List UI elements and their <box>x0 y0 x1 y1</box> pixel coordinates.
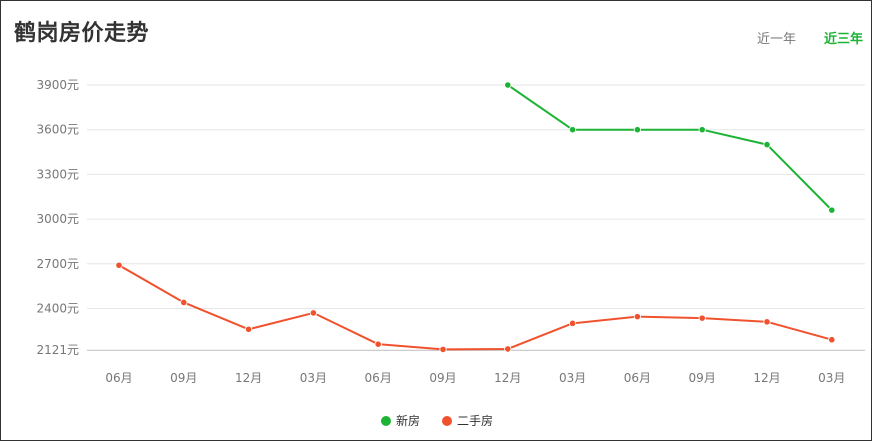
data-point-second <box>633 313 642 321</box>
data-point-second <box>698 314 706 322</box>
data-point-second <box>374 340 382 348</box>
data-point-new <box>763 140 771 149</box>
x-tick-label: 03月 <box>818 371 845 385</box>
data-point-second <box>309 309 317 317</box>
data-point-second <box>115 261 123 269</box>
series-line-new <box>507 84 833 211</box>
data-point-second <box>763 318 771 326</box>
data-point-second <box>504 345 512 353</box>
tab-one-year[interactable]: 近一年 <box>756 32 796 47</box>
period-tabs: 近一年 近三年 <box>757 28 863 47</box>
x-tick-label: 03月 <box>559 371 586 385</box>
legend-second-label: 二手房 <box>457 414 494 428</box>
y-tick-label: 3300元 <box>36 167 79 181</box>
series-line-second <box>118 264 833 351</box>
legend-second-marker <box>442 415 452 426</box>
data-point-second <box>439 345 447 354</box>
legend-item-second[interactable]: 二手房 <box>442 412 493 429</box>
x-tick-label: 06月 <box>624 371 651 385</box>
data-point-second <box>245 325 253 333</box>
x-tick-label: 09月 <box>689 371 716 385</box>
tab-three-years[interactable]: 近三年 <box>823 32 863 47</box>
legend-new-marker <box>380 415 391 426</box>
y-tick-label: 3600元 <box>36 123 79 137</box>
x-tick-label: 12月 <box>235 371 262 385</box>
y-tick-label: 3900元 <box>36 78 79 92</box>
y-tick-label: 2700元 <box>36 257 79 271</box>
data-point-new <box>633 126 642 134</box>
data-point-new <box>504 81 512 89</box>
x-tick-label: 09月 <box>170 371 197 385</box>
legend-new-label: 新房 <box>395 414 420 428</box>
legend-item-new[interactable]: 新房 <box>380 412 420 429</box>
y-tick-label: 2121元 <box>36 343 79 357</box>
x-tick-label: 12月 <box>494 371 521 385</box>
chart-legend: 新房 二手房 <box>1 412 872 429</box>
data-point-new <box>698 126 706 134</box>
data-point-second <box>828 336 836 344</box>
price-trend-chart: 2121元 2400元 2700元 3000元 3300元 3600元 3900元 06月 09… <box>36 78 865 385</box>
x-tick-label: 06月 <box>365 371 392 385</box>
y-tick-label: 2400元 <box>36 301 79 315</box>
data-point-new <box>828 206 836 214</box>
data-point-new <box>568 126 577 134</box>
y-tick-label: 3000元 <box>36 212 79 226</box>
data-point-second <box>180 298 188 307</box>
x-tick-label: 03月 <box>300 371 327 385</box>
page-title: 鹤岗房价走势 <box>14 21 150 46</box>
x-tick-label: 06月 <box>105 371 132 385</box>
x-tick-label: 09月 <box>429 371 456 385</box>
data-point-second <box>568 319 577 327</box>
x-tick-label: 12月 <box>753 371 780 385</box>
